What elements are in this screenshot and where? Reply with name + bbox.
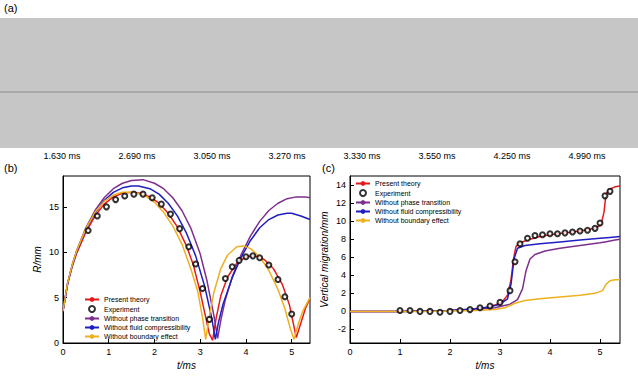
svg-text:4: 4	[243, 347, 248, 357]
svg-text:4.990 ms: 4.990 ms	[568, 151, 606, 161]
svg-text:4: 4	[547, 347, 552, 357]
svg-text:10: 10	[336, 216, 346, 226]
svg-text:Without boundary effect: Without boundary effect	[375, 217, 449, 225]
svg-text:1: 1	[106, 347, 111, 357]
svg-text:Vertical migration/mm: Vertical migration/mm	[319, 211, 330, 307]
svg-text:3.330 ms: 3.330 ms	[343, 151, 381, 161]
svg-text:3.270 ms: 3.270 ms	[268, 151, 306, 161]
svg-text:Present theory: Present theory	[375, 180, 421, 188]
svg-text:Without phase transition: Without phase transition	[375, 199, 450, 207]
svg-text:1.630 ms: 1.630 ms	[43, 151, 81, 161]
svg-text:t/ms: t/ms	[476, 360, 495, 371]
svg-text:2.690 ms: 2.690 ms	[118, 151, 156, 161]
svg-text:0: 0	[60, 347, 65, 357]
svg-text:6: 6	[341, 252, 346, 262]
svg-text:-2: -2	[338, 324, 346, 334]
svg-text:3: 3	[497, 347, 502, 357]
svg-text:5: 5	[597, 347, 602, 357]
svg-text:0: 0	[54, 338, 59, 348]
svg-text:8: 8	[341, 234, 346, 244]
svg-text:Experiment: Experiment	[375, 190, 410, 198]
svg-text:(b): (b)	[4, 162, 17, 174]
svg-text:3.550 ms: 3.550 ms	[418, 151, 456, 161]
svg-text:R/mm: R/mm	[32, 246, 43, 273]
svg-text:Experiment: Experiment	[104, 306, 139, 314]
svg-text:4.250 ms: 4.250 ms	[493, 151, 531, 161]
svg-text:(c): (c)	[322, 162, 335, 174]
svg-text:2: 2	[152, 347, 157, 357]
svg-text:2: 2	[341, 288, 346, 298]
svg-text:14: 14	[336, 180, 346, 190]
svg-text:Without boundary effect: Without boundary effect	[104, 333, 178, 341]
svg-text:3: 3	[198, 347, 203, 357]
svg-text:0: 0	[341, 306, 346, 316]
svg-text:Without fluid compressibility: Without fluid compressibility	[104, 324, 191, 332]
svg-text:3.050 ms: 3.050 ms	[193, 151, 231, 161]
svg-text:(a): (a)	[4, 2, 17, 14]
svg-text:4: 4	[341, 270, 346, 280]
svg-text:t/ms: t/ms	[177, 360, 196, 371]
svg-text:0: 0	[347, 347, 352, 357]
svg-text:Present theory: Present theory	[104, 296, 150, 304]
svg-text:5: 5	[54, 293, 59, 303]
svg-text:10: 10	[49, 247, 59, 257]
svg-text:15: 15	[49, 202, 59, 212]
svg-text:1: 1	[397, 347, 402, 357]
svg-text:2: 2	[447, 347, 452, 357]
svg-text:Without phase transition: Without phase transition	[104, 315, 179, 323]
svg-text:12: 12	[336, 198, 346, 208]
svg-text:Without fluid compressibility: Without fluid compressibility	[375, 208, 462, 216]
svg-text:5: 5	[289, 347, 294, 357]
